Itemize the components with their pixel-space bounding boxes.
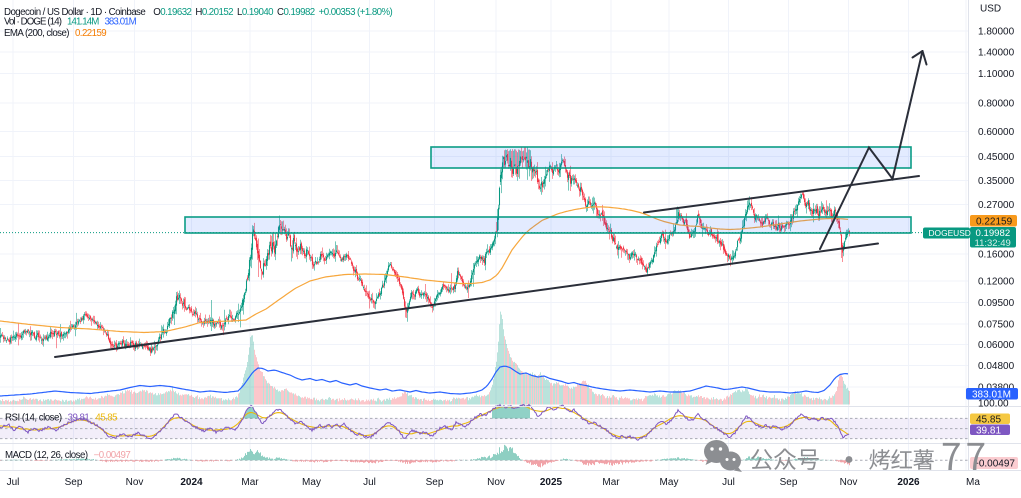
svg-text:0.27000: 0.27000: [978, 200, 1015, 211]
svg-text:Ma: Ma: [966, 477, 980, 488]
svg-text:May: May: [660, 477, 679, 488]
svg-text:0.12000: 0.12000: [978, 277, 1015, 288]
svg-text:0.80000: 0.80000: [978, 99, 1015, 110]
svg-text:Mar: Mar: [602, 477, 620, 488]
svg-text:0.04800: 0.04800: [978, 361, 1015, 372]
svg-text:Nov: Nov: [487, 477, 505, 488]
svg-text:Nov: Nov: [840, 477, 858, 488]
svg-text:Sep: Sep: [426, 477, 444, 488]
svg-text:May: May: [302, 477, 321, 488]
svg-text:2026: 2026: [897, 477, 920, 488]
svg-text:0.09500: 0.09500: [978, 298, 1015, 309]
svg-text:39.81: 39.81: [976, 425, 1001, 436]
svg-text:0.06000: 0.06000: [978, 340, 1015, 351]
svg-text:−0.00497: −0.00497: [973, 459, 1015, 470]
svg-text:Nov: Nov: [126, 477, 144, 488]
svg-text:0.19982: 0.19982: [976, 228, 1011, 239]
svg-text:MACD (12, 26, close)−0.00497: MACD (12, 26, close) −0.00497: [5, 450, 130, 461]
svg-text:1.10000: 1.10000: [978, 69, 1015, 80]
svg-text:1.40000: 1.40000: [978, 48, 1015, 59]
svg-text:11:32:49: 11:32:49: [975, 238, 1011, 249]
svg-text:1.80000: 1.80000: [978, 27, 1015, 38]
svg-text:383.01M: 383.01M: [972, 389, 1011, 400]
svg-text:0.60000: 0.60000: [978, 127, 1015, 138]
svg-text:DOGEUSD: DOGEUSD: [929, 228, 971, 238]
svg-text:Mar: Mar: [241, 477, 259, 488]
svg-text:EMA (200, close)0.22159: EMA (200, close) 0.22159: [4, 28, 106, 39]
svg-text:Sep: Sep: [65, 477, 83, 488]
svg-text:0.45000: 0.45000: [978, 152, 1015, 163]
svg-text:USD: USD: [980, 4, 1001, 15]
svg-text:100.00: 100.00: [978, 399, 1009, 410]
svg-text:2024: 2024: [180, 477, 203, 488]
svg-text:Jul: Jul: [7, 477, 20, 488]
svg-text:Sep: Sep: [780, 477, 798, 488]
svg-text:Dogecoin / US Dollar · 1D · Co: Dogecoin / US Dollar · 1D · Coinbase O0.1…: [4, 7, 393, 18]
svg-text:0.22159: 0.22159: [976, 216, 1013, 227]
svg-text:2025: 2025: [540, 477, 563, 488]
svg-text:45.85: 45.85: [976, 414, 1001, 425]
svg-text:0.07500: 0.07500: [978, 320, 1015, 331]
svg-text:Jul: Jul: [722, 477, 735, 488]
svg-text:0.16000: 0.16000: [978, 250, 1015, 261]
svg-text:Jul: Jul: [363, 477, 376, 488]
svg-text:0.35000: 0.35000: [978, 176, 1015, 187]
